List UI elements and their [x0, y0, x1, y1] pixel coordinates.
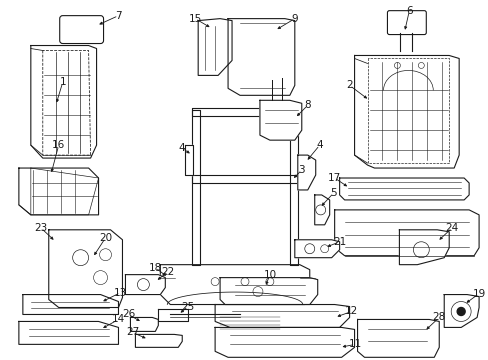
Text: 21: 21 — [332, 237, 346, 247]
Text: 2: 2 — [346, 80, 352, 90]
Polygon shape — [294, 240, 339, 258]
Text: 17: 17 — [327, 173, 341, 183]
Polygon shape — [215, 305, 349, 328]
Text: 22: 22 — [162, 267, 175, 276]
Polygon shape — [198, 19, 232, 75]
Polygon shape — [192, 110, 200, 265]
Polygon shape — [289, 110, 297, 265]
Text: 7: 7 — [115, 11, 122, 21]
Polygon shape — [357, 319, 438, 357]
Polygon shape — [354, 55, 458, 168]
Text: 24: 24 — [445, 223, 458, 233]
Text: 18: 18 — [148, 263, 162, 273]
Text: 19: 19 — [471, 289, 485, 298]
Polygon shape — [135, 334, 182, 347]
Text: 11: 11 — [348, 339, 362, 349]
Text: 4: 4 — [179, 143, 185, 153]
Polygon shape — [31, 45, 96, 158]
FancyBboxPatch shape — [60, 15, 103, 44]
Text: 13: 13 — [114, 288, 127, 298]
Text: 10: 10 — [263, 270, 276, 280]
Text: 23: 23 — [34, 223, 47, 233]
Text: 16: 16 — [52, 140, 65, 150]
Text: 14: 14 — [112, 314, 125, 324]
Polygon shape — [443, 294, 478, 328]
Polygon shape — [297, 155, 315, 190]
Polygon shape — [339, 178, 468, 200]
Text: 15: 15 — [188, 14, 202, 24]
Polygon shape — [23, 294, 118, 315]
Text: 4: 4 — [316, 140, 323, 150]
Text: 9: 9 — [291, 14, 298, 24]
Text: 20: 20 — [99, 233, 112, 243]
Circle shape — [456, 307, 464, 315]
Text: 27: 27 — [125, 327, 139, 337]
Polygon shape — [227, 19, 294, 95]
Text: 26: 26 — [122, 310, 135, 319]
Polygon shape — [192, 175, 297, 183]
Text: 3: 3 — [298, 165, 305, 175]
Polygon shape — [160, 265, 309, 305]
Polygon shape — [215, 328, 354, 357]
Polygon shape — [62, 19, 101, 41]
Text: 12: 12 — [344, 306, 358, 316]
Text: 28: 28 — [432, 312, 445, 323]
Polygon shape — [192, 108, 297, 116]
Polygon shape — [314, 195, 329, 225]
Text: 1: 1 — [59, 77, 66, 87]
Text: 6: 6 — [405, 6, 412, 15]
Polygon shape — [334, 210, 478, 256]
Polygon shape — [158, 310, 188, 321]
Polygon shape — [185, 145, 193, 175]
Polygon shape — [220, 278, 317, 305]
Polygon shape — [125, 275, 165, 294]
Polygon shape — [260, 100, 301, 140]
Polygon shape — [399, 230, 448, 265]
Polygon shape — [19, 321, 118, 345]
Text: 5: 5 — [330, 188, 336, 198]
Polygon shape — [19, 168, 99, 215]
FancyBboxPatch shape — [386, 11, 426, 35]
Polygon shape — [130, 318, 158, 332]
Text: 25: 25 — [181, 302, 194, 311]
Text: 8: 8 — [304, 100, 310, 110]
Polygon shape — [49, 230, 122, 307]
